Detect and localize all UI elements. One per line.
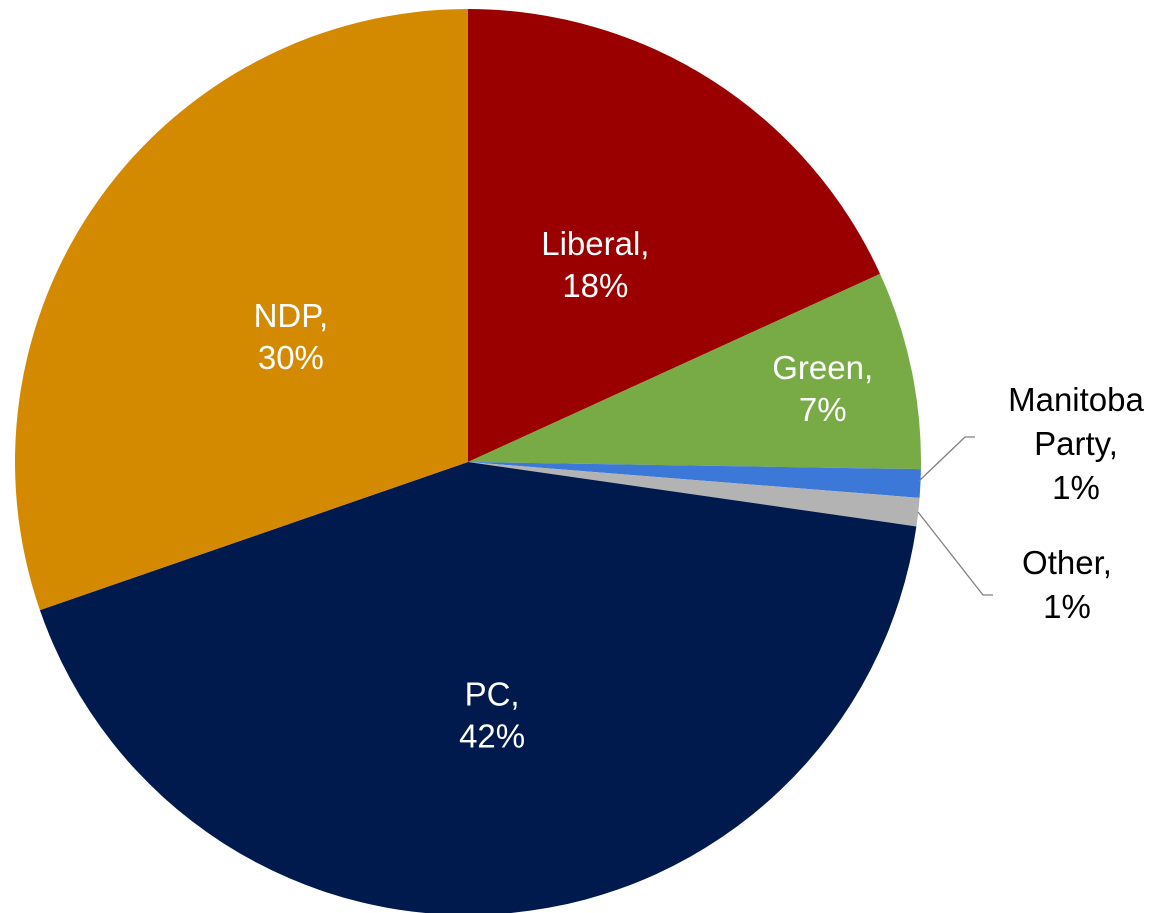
slice-label-line: Other, <box>1022 544 1112 581</box>
slice-label-percent: 30% <box>258 339 324 376</box>
slice-ndp <box>15 9 469 611</box>
slice-green <box>468 273 922 470</box>
slice-label-name: PC, <box>465 676 520 713</box>
leader-line-other <box>917 511 993 596</box>
slice-label-percent: 42% <box>459 718 525 755</box>
leader-lines-layer <box>917 436 993 596</box>
slice-label-green: Green, 7% <box>772 349 873 428</box>
slice-label-other: Other, 1% <box>1022 544 1112 625</box>
slice-label-pc: PC, 42% <box>459 676 525 755</box>
slices-layer <box>15 9 922 913</box>
slice-label-percent: 18% <box>562 267 628 304</box>
slice-label-line: 1% <box>1043 588 1091 625</box>
slice-label-percent: 7% <box>799 391 847 428</box>
slice-label-ndp: NDP, 30% <box>254 297 329 376</box>
slice-label-name: Liberal, <box>541 225 649 262</box>
slice-label-line: Manitoba <box>1008 381 1144 418</box>
slice-label-line: Party, <box>1034 425 1118 462</box>
slice-label-manitoba-party: Manitoba Party, 1% <box>1008 381 1144 506</box>
slice-other <box>468 462 920 527</box>
slice-label-name: NDP, <box>254 297 329 334</box>
slice-manitoba-party <box>468 462 921 498</box>
leader-line-manitoba-party <box>918 436 975 482</box>
labels-layer: Liberal, 18%Green, 7% Manitoba Party, 1%Other… <box>254 225 1145 755</box>
slice-pc <box>39 462 917 913</box>
slice-liberal <box>468 9 881 462</box>
slice-label-line: 1% <box>1052 469 1100 506</box>
slice-label-name: Green, <box>772 349 873 386</box>
slice-label-liberal: Liberal, 18% <box>541 225 649 304</box>
